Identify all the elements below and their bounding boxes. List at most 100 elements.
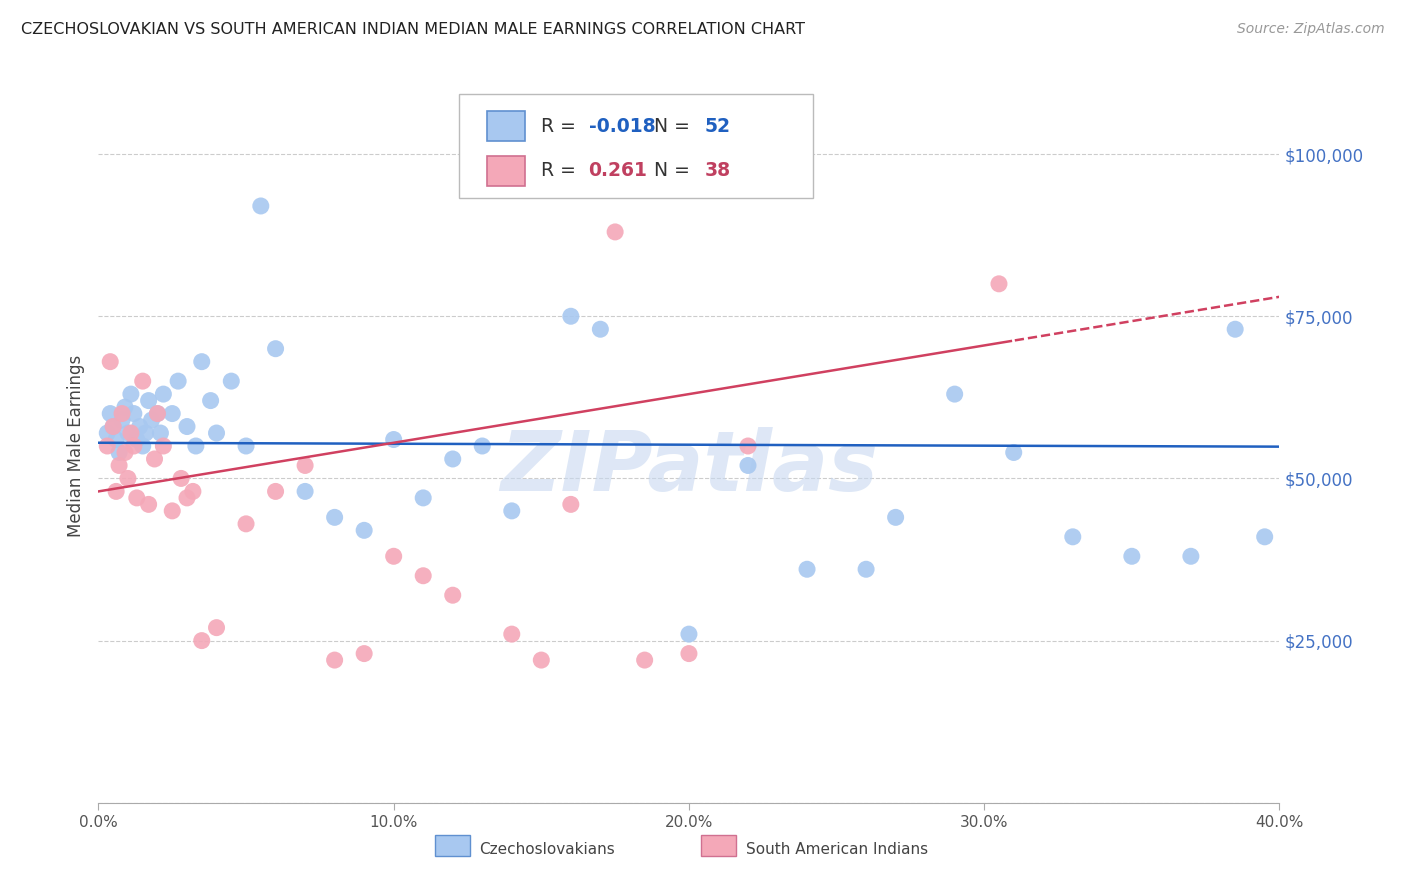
Point [855, 562, 877, 576]
Point [884, 510, 907, 524]
Text: 38: 38 [704, 161, 731, 180]
Point [146, 407, 169, 421]
Point [149, 425, 172, 440]
Point [132, 374, 155, 388]
Point [120, 425, 142, 440]
Point [1180, 549, 1202, 564]
Point [122, 407, 145, 421]
Point [737, 439, 759, 453]
Point [560, 497, 582, 511]
Point [111, 407, 134, 421]
Point [162, 504, 183, 518]
Point [122, 439, 145, 453]
Point [105, 433, 128, 447]
Point [162, 407, 183, 421]
Point [135, 425, 157, 440]
Point [264, 342, 287, 356]
Point [264, 484, 287, 499]
Point [412, 491, 434, 505]
Point [98, 407, 121, 421]
Point [103, 419, 125, 434]
Point [128, 419, 150, 434]
Text: R =: R = [541, 117, 582, 136]
Point [441, 452, 464, 467]
Point [132, 439, 155, 453]
Point [235, 516, 257, 531]
Point [114, 400, 136, 414]
Point [294, 458, 316, 473]
Point [152, 387, 174, 401]
Point [1254, 530, 1277, 544]
Point [501, 504, 523, 518]
Point [103, 419, 125, 434]
Point [323, 653, 346, 667]
Point [98, 354, 121, 368]
Text: Czechoslovakians: Czechoslovakians [478, 842, 614, 856]
Point [181, 484, 204, 499]
Point [250, 199, 273, 213]
Point [353, 524, 375, 538]
Text: R =: R = [541, 161, 588, 180]
Point [111, 413, 134, 427]
Point [221, 374, 243, 388]
Point [634, 653, 657, 667]
Point [737, 458, 759, 473]
Point [146, 407, 169, 421]
Text: Source: ZipAtlas.com: Source: ZipAtlas.com [1237, 22, 1385, 37]
Text: N =: N = [654, 161, 696, 180]
Point [412, 568, 434, 582]
Point [117, 425, 139, 440]
Point [114, 445, 136, 459]
Point [191, 354, 214, 368]
Point [678, 647, 700, 661]
Text: 0.261: 0.261 [589, 161, 647, 180]
Point [943, 387, 966, 401]
Point [138, 497, 160, 511]
Point [167, 374, 190, 388]
Point [191, 633, 214, 648]
Point [382, 549, 405, 564]
Point [143, 452, 166, 467]
FancyBboxPatch shape [486, 156, 524, 186]
Point [184, 439, 207, 453]
Point [605, 225, 627, 239]
Point [1062, 530, 1084, 544]
Point [353, 647, 375, 661]
Point [678, 627, 700, 641]
Text: -0.018: -0.018 [589, 117, 655, 136]
Point [120, 387, 142, 401]
FancyBboxPatch shape [458, 95, 813, 198]
Text: N =: N = [654, 117, 696, 136]
Point [441, 588, 464, 602]
Point [138, 393, 160, 408]
Point [108, 445, 131, 459]
Point [988, 277, 1011, 291]
Point [323, 510, 346, 524]
FancyBboxPatch shape [700, 835, 737, 856]
FancyBboxPatch shape [486, 112, 524, 141]
Point [176, 491, 198, 505]
Text: ZIPatlas: ZIPatlas [501, 427, 877, 508]
Point [205, 425, 228, 440]
Point [105, 484, 128, 499]
Point [796, 562, 818, 576]
Point [235, 439, 257, 453]
Point [560, 310, 582, 324]
Text: 52: 52 [704, 117, 730, 136]
Point [530, 653, 553, 667]
Point [200, 393, 222, 408]
Point [176, 419, 198, 434]
Point [589, 322, 612, 336]
Point [501, 627, 523, 641]
Point [382, 433, 405, 447]
Text: CZECHOSLOVAKIAN VS SOUTH AMERICAN INDIAN MEDIAN MALE EARNINGS CORRELATION CHART: CZECHOSLOVAKIAN VS SOUTH AMERICAN INDIAN… [21, 22, 806, 37]
Point [96, 439, 118, 453]
Point [1121, 549, 1143, 564]
Point [108, 458, 131, 473]
Text: South American Indians: South American Indians [745, 842, 928, 856]
Point [1002, 445, 1025, 459]
Point [125, 491, 148, 505]
FancyBboxPatch shape [434, 835, 471, 856]
Point [205, 621, 228, 635]
Y-axis label: Median Male Earnings: Median Male Earnings [67, 355, 86, 537]
